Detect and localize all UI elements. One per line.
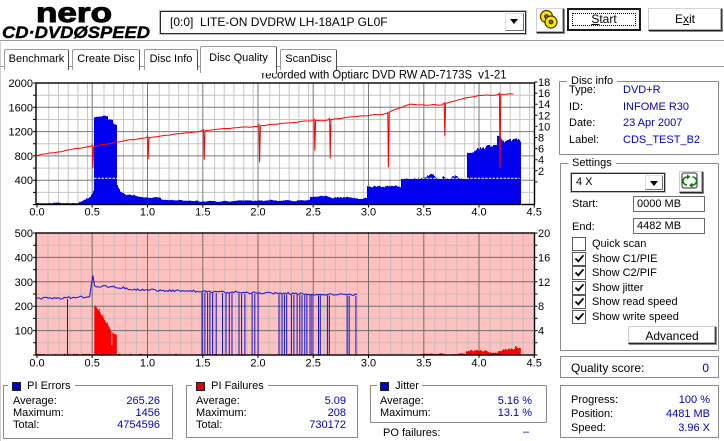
svg-text:6: 6 <box>538 144 544 156</box>
svg-text:4: 4 <box>538 155 544 167</box>
svg-text:nero: nero <box>36 0 112 28</box>
svg-text:0.0: 0.0 <box>29 357 44 369</box>
svg-text:3.0: 3.0 <box>361 357 376 369</box>
svg-text:1200: 1200 <box>9 127 33 139</box>
svg-text:10: 10 <box>538 121 550 133</box>
svg-text:0.5: 0.5 <box>85 207 100 219</box>
svg-text:16: 16 <box>538 252 550 264</box>
svg-text:3.5: 3.5 <box>416 207 431 219</box>
svg-text:0.0: 0.0 <box>29 207 44 219</box>
svg-text:4.5: 4.5 <box>527 207 542 219</box>
svg-text:4: 4 <box>538 326 544 338</box>
svg-text:2000: 2000 <box>9 78 33 90</box>
svg-text:18: 18 <box>538 77 550 89</box>
svg-text:2.0: 2.0 <box>250 357 265 369</box>
svg-text:12: 12 <box>538 277 550 289</box>
svg-text:800: 800 <box>15 151 33 163</box>
svg-text:1.5: 1.5 <box>195 207 210 219</box>
svg-text:4.0: 4.0 <box>471 357 486 369</box>
svg-text:1.0: 1.0 <box>140 357 155 369</box>
svg-text:4.5: 4.5 <box>527 357 542 369</box>
svg-text:12: 12 <box>538 110 550 122</box>
svg-text:4.0: 4.0 <box>471 207 486 219</box>
svg-text:8: 8 <box>538 301 544 313</box>
svg-text:2: 2 <box>538 166 544 178</box>
svg-text:20: 20 <box>538 228 550 240</box>
svg-text:300: 300 <box>15 277 33 289</box>
svg-text:500: 500 <box>15 228 33 240</box>
svg-text:2.5: 2.5 <box>306 207 321 219</box>
svg-text:200: 200 <box>15 301 33 313</box>
svg-text:400: 400 <box>15 252 33 264</box>
svg-text:2.0: 2.0 <box>250 207 265 219</box>
svg-text:400: 400 <box>15 175 33 187</box>
svg-text:100: 100 <box>15 326 33 338</box>
svg-text:3.5: 3.5 <box>416 357 431 369</box>
svg-text:0.5: 0.5 <box>85 357 100 369</box>
svg-text:1.5: 1.5 <box>195 357 210 369</box>
svg-text:14: 14 <box>538 99 550 111</box>
svg-text:CD·DVDØSPEED: CD·DVDØSPEED <box>2 23 150 42</box>
svg-text:1600: 1600 <box>9 102 33 114</box>
svg-text:3.0: 3.0 <box>361 207 376 219</box>
svg-text:8: 8 <box>538 133 544 145</box>
svg-text:16: 16 <box>538 88 550 100</box>
svg-text:1.0: 1.0 <box>140 207 155 219</box>
svg-text:2.5: 2.5 <box>306 357 321 369</box>
svg-text:recorded with Optiarc DVD RW A: recorded with Optiarc DVD RW AD-7173S v1… <box>262 70 507 82</box>
